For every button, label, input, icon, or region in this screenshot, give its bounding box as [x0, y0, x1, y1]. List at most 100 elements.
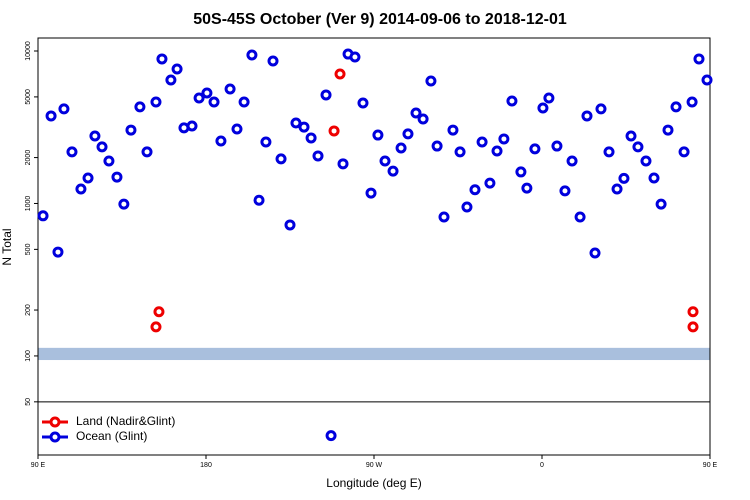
point	[66, 146, 78, 158]
point	[320, 89, 332, 101]
point	[118, 198, 130, 210]
point	[141, 146, 153, 158]
point	[150, 321, 162, 333]
point	[328, 125, 340, 137]
point	[701, 74, 713, 86]
point	[395, 142, 407, 154]
point	[655, 198, 667, 210]
point	[431, 140, 443, 152]
point	[469, 184, 481, 196]
point	[365, 187, 377, 199]
point	[253, 194, 265, 206]
x-axis-label: Longitude (deg E)	[326, 476, 421, 490]
y-tick-label: 100	[25, 350, 32, 362]
point	[201, 87, 213, 99]
point	[476, 136, 488, 148]
point	[447, 124, 459, 136]
point	[193, 92, 205, 104]
point	[298, 121, 310, 133]
point	[693, 53, 705, 65]
point	[611, 183, 623, 195]
x-tick-label: 90 E	[31, 462, 46, 469]
chart-title: 50S-45S October (Ver 9) 2014-09-06 to 20…	[193, 11, 567, 28]
point	[52, 246, 64, 258]
point	[103, 155, 115, 167]
legend-label: Ocean (Glint)	[76, 429, 147, 443]
point	[89, 130, 101, 142]
point	[595, 103, 607, 115]
point	[625, 130, 637, 142]
point	[484, 177, 496, 189]
y-tick-label: 10000	[25, 41, 32, 61]
point	[153, 306, 165, 318]
point	[337, 158, 349, 170]
point	[238, 96, 250, 108]
point	[521, 182, 533, 194]
x-tick-label: 90 E	[703, 462, 718, 469]
legend-label: Land (Nadir&Glint)	[76, 414, 175, 428]
point	[186, 120, 198, 132]
point	[425, 75, 437, 87]
y-tick-label: 200	[25, 304, 32, 316]
point	[260, 136, 272, 148]
point	[670, 101, 682, 113]
point	[111, 171, 123, 183]
point	[284, 219, 296, 231]
point	[325, 430, 337, 442]
point	[290, 117, 302, 129]
point	[417, 113, 429, 125]
point	[551, 140, 563, 152]
point	[208, 96, 220, 108]
point	[640, 155, 652, 167]
point	[686, 96, 698, 108]
point	[387, 165, 399, 177]
legend-marker	[49, 431, 61, 443]
point	[498, 133, 510, 145]
y-tick-label: 1000	[25, 196, 32, 212]
point	[662, 124, 674, 136]
point	[438, 211, 450, 223]
point	[618, 172, 630, 184]
legend-marker	[49, 416, 61, 428]
point	[687, 321, 699, 333]
point	[603, 146, 615, 158]
point	[231, 123, 243, 135]
point	[648, 172, 660, 184]
point	[45, 110, 57, 122]
x-tick-label: 90 W	[366, 462, 383, 469]
y-axis-label: N Total	[0, 228, 14, 265]
point	[632, 141, 644, 153]
point	[246, 49, 258, 61]
point	[372, 129, 384, 141]
x-tick-label: 0	[540, 462, 544, 469]
point	[687, 306, 699, 318]
point	[402, 128, 414, 140]
y-tick-label: 2000	[25, 150, 32, 166]
point	[529, 143, 541, 155]
point	[410, 107, 422, 119]
point	[165, 74, 177, 86]
point	[156, 53, 168, 65]
point	[379, 155, 391, 167]
point	[224, 83, 236, 95]
point	[125, 124, 137, 136]
point	[357, 97, 369, 109]
point	[589, 247, 601, 259]
point	[581, 110, 593, 122]
point	[506, 95, 518, 107]
point	[275, 153, 287, 165]
point	[134, 101, 146, 113]
point	[574, 211, 586, 223]
point	[543, 92, 555, 104]
point	[171, 63, 183, 75]
point	[96, 141, 108, 153]
x-tick-label: 180	[200, 462, 212, 469]
point	[678, 146, 690, 158]
point	[215, 135, 227, 147]
point	[566, 155, 578, 167]
point	[334, 68, 346, 80]
y-tick-label: 5000	[25, 89, 32, 105]
point	[58, 103, 70, 115]
